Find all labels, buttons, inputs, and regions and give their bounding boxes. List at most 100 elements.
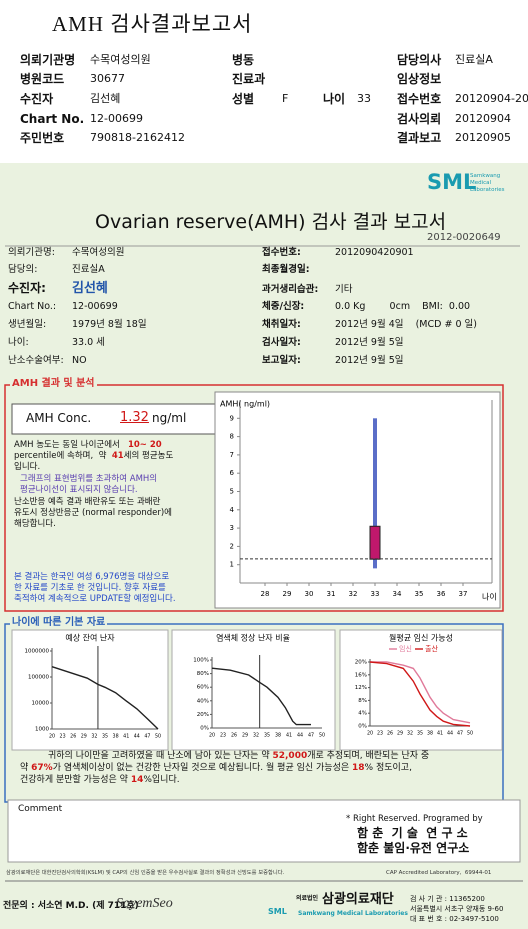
info-label: 최종월경일: xyxy=(262,264,310,275)
axis-title: 나이 xyxy=(482,592,497,602)
amh-chart-frame xyxy=(214,391,501,609)
logo-mark: SML xyxy=(268,907,287,916)
info-value: 2012년 9월 5일 xyxy=(335,355,404,366)
paragraph-line: 난소반응 예측 결과 배란유도 또는 과배란 xyxy=(14,497,161,508)
text: AMH 농도는 동일 나이군에서 xyxy=(14,440,128,450)
y-tick-label: 7 xyxy=(230,451,234,459)
field-value: 33 xyxy=(357,92,371,105)
x-tick-label: 32 xyxy=(253,733,259,739)
info-value: 0.0 Kg 0cm BMI: 0.00 xyxy=(335,301,471,312)
field-value: 30677 xyxy=(90,72,125,85)
specialist: 전문의 : 서소연 M.D. (제 711호) xyxy=(3,901,139,911)
info-label: 검사일자: xyxy=(262,337,301,348)
x-tick-label: 36 xyxy=(437,590,446,598)
field-value: 김선혜 xyxy=(90,92,121,105)
x-tick-label: 29 xyxy=(81,734,87,740)
range-whisker xyxy=(373,418,377,569)
contact-line: 검 사 기 관 : 11365200 xyxy=(410,895,485,903)
text: 약 xyxy=(20,763,32,773)
text: 난소반응 예측 결과 배란유도 또는 과배란 xyxy=(14,497,161,507)
y-tick-label: 0% xyxy=(200,726,209,732)
x-tick-label: 47 xyxy=(308,733,314,739)
comment-box xyxy=(7,799,521,863)
y-tick-label: 5 xyxy=(230,488,234,496)
field-value: 12-00699 xyxy=(90,112,143,125)
field-value: 진료실A xyxy=(455,53,493,66)
analysis-box xyxy=(4,384,504,612)
text: 귀하의 나이만을 고려하였을 때 난소에 남아 있는 난자는 약 xyxy=(48,751,273,761)
logo-text: Laboratories xyxy=(470,187,505,193)
x-tick-label: 35 xyxy=(417,731,423,737)
y-tick-label: 1000 xyxy=(35,727,49,733)
field-value: F xyxy=(282,92,289,105)
x-tick-label: 23 xyxy=(220,733,226,739)
info-label: 나이: xyxy=(8,337,29,348)
field-label: 접수번호 xyxy=(397,92,442,106)
panel xyxy=(11,629,169,751)
conc-box xyxy=(11,403,225,435)
y-tick-label: 8% xyxy=(358,698,367,704)
paragraph-line: 유도시 정상반응군 (normal responder)에 xyxy=(14,508,172,519)
field-label: 병원코드 xyxy=(20,72,65,86)
x-tick-label: 38 xyxy=(113,734,119,740)
report-title: Ovarian reserve(AMH) 검사 결과 보고서 xyxy=(95,211,447,233)
footer-cap: CAP Accredited Laboratory, 69944-01 xyxy=(386,870,492,876)
legend-label: 출산 xyxy=(425,644,438,653)
x-tick-label: 38 xyxy=(427,731,433,737)
text: 평균나이선이 표시되지 않습니다. xyxy=(20,485,138,495)
info-label: 생년월일: xyxy=(8,319,47,330)
x-tick-label: 44 xyxy=(447,731,453,737)
x-tick-label: 26 xyxy=(70,734,76,740)
paragraph-line: 한 자료를 기초로 한 것입니다. 향후 자료를 xyxy=(14,583,166,594)
paragraph-line: 입니다. xyxy=(14,462,41,473)
text: 입니다. xyxy=(14,462,41,472)
field-label: 병동 xyxy=(232,53,255,67)
chart-title: 예상 잔여 난자 xyxy=(65,633,115,643)
y-tick-label: 100000 xyxy=(28,675,49,681)
info-label: 접수번호: xyxy=(262,247,301,258)
org-name-en: Samkwang Medical Laboratories xyxy=(298,910,408,917)
info-value: 12-00699 xyxy=(72,301,118,312)
highlight: 14 xyxy=(130,775,144,785)
field-label: 의뢰기관명 xyxy=(20,53,76,67)
text: %입니다. xyxy=(143,775,180,785)
field-label: 나이 xyxy=(323,92,346,106)
text: percentile에 속하며, 약 xyxy=(14,451,112,461)
info-value: 2012090420901 xyxy=(335,247,414,258)
range-box xyxy=(369,525,381,560)
text: 세의 평균농도 xyxy=(123,451,174,461)
y-tick-label: 3 xyxy=(230,524,234,532)
x-tick-label: 37 xyxy=(459,590,468,598)
field-label: 성별 xyxy=(232,92,255,106)
y-tick-label: 40% xyxy=(197,698,209,704)
contact-line: 대 표 번 호 : 02-3497-5100 xyxy=(410,915,499,923)
x-tick-label: 20 xyxy=(209,733,215,739)
logo-mark: SML xyxy=(427,170,477,194)
org-name: 삼광의료재단 xyxy=(322,892,394,907)
y-tick-label: 2 xyxy=(230,542,234,550)
y-tick-label: 100% xyxy=(193,658,209,664)
x-tick-label: 35 xyxy=(415,590,424,598)
series-line xyxy=(211,667,311,726)
report-number: 2012-0020649 xyxy=(427,232,501,243)
info-value: 기타 xyxy=(335,284,353,295)
info-value: 33.0 세 xyxy=(72,337,105,348)
paragraph-line: percentile에 속하며, 약 41세의 평균농도 xyxy=(14,451,174,462)
x-tick-label: 23 xyxy=(377,731,383,737)
series-line xyxy=(51,666,159,730)
field-value: 20120904 xyxy=(455,112,511,125)
info-label: 체중/신장: xyxy=(262,301,305,312)
y-tick-label: 4% xyxy=(358,711,367,717)
info-label: Chart No.: xyxy=(8,301,57,312)
info-label: 의뢰기관명: xyxy=(8,247,55,258)
field-label: 결과보고 xyxy=(397,131,442,145)
series-line xyxy=(369,661,471,727)
field-value: 수목여성의원 xyxy=(90,53,151,66)
section-title: 나이에 따른 기본 자료 xyxy=(10,617,108,629)
x-tick-label: 44 xyxy=(297,733,303,739)
y-tick-label: 80% xyxy=(197,671,209,677)
x-tick-label: 34 xyxy=(393,590,402,598)
text: 개로 추정되며, 배란되는 난자 중 xyxy=(307,751,430,761)
field-label: 담당의사 xyxy=(397,53,442,67)
